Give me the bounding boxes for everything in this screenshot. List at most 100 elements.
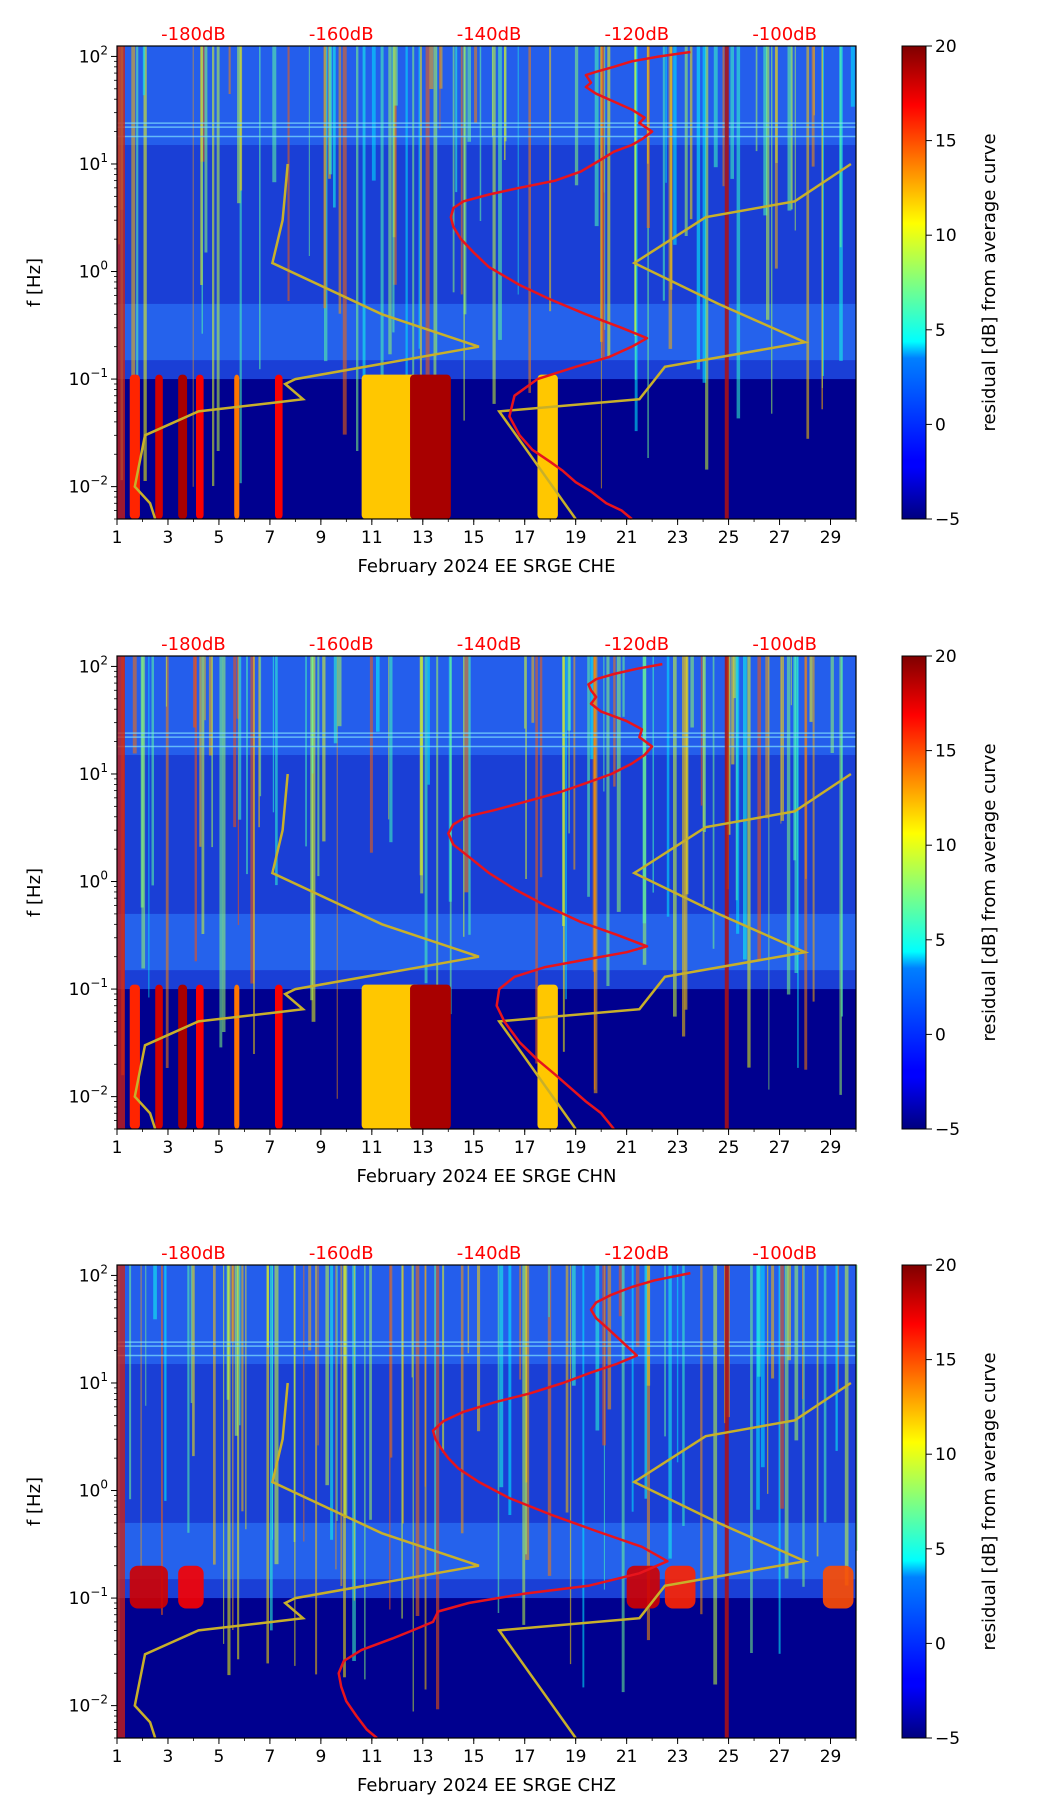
db-scale-label: -140dB [457, 634, 522, 655]
heatmap-streak [390, 1265, 393, 1458]
colorbar-tick-label: −5 [935, 1120, 960, 1140]
heatmap-streak [760, 1265, 765, 1468]
noise-model-curve-high [496, 772, 852, 1130]
heatmap-streak [213, 1265, 216, 1565]
heatmap-streak [835, 1265, 838, 1451]
db-scale-label: -140dB [457, 24, 522, 45]
heatmap-streak [794, 46, 796, 231]
heatmap-streak [411, 1265, 413, 1378]
colorbar-label: residual [dB] from average curve [979, 1352, 1000, 1650]
heatmap-streak [274, 1265, 279, 1565]
colorbar: 20 15 10 5 0 −5 residual [dB] from average cur… [901, 37, 1000, 530]
heatmap-streak [253, 656, 255, 1054]
heatmap-streak [305, 656, 307, 847]
y-tick-label: 100 [79, 869, 108, 893]
heatmap-streak [548, 1265, 550, 1318]
heatmap-streak [492, 46, 496, 404]
heatmap-streak [802, 1265, 804, 1400]
heatmap-streak [682, 656, 686, 1037]
heatmap-streak [208, 656, 213, 756]
heatmap-streak [644, 1265, 648, 1499]
heatmap-streak [241, 1265, 244, 1512]
heatmap-streak [228, 46, 231, 94]
heatmap-streak [315, 1265, 318, 1675]
panel-chz: 1 3 5 7 9 11 13 15 17 19 21 23 25 27 2910210110010−110… [24, 1243, 1000, 1796]
heatmap-streak [393, 46, 397, 285]
heatmap-streak [449, 656, 452, 1015]
heatmap-streak [272, 1265, 273, 1540]
heatmap-streak [668, 1265, 672, 1559]
heatmap-streak [222, 656, 226, 1032]
heatmap-streak [504, 46, 506, 160]
heatmap-streak [204, 656, 206, 721]
colorbar-gradient [901, 655, 927, 1130]
x-tick-label: 17 [514, 528, 536, 548]
heatmap-streak [844, 1265, 849, 1586]
x-tick-label: 7 [264, 1747, 275, 1767]
heatmap-streak [590, 656, 594, 760]
heatmap-streak [343, 1265, 348, 1518]
x-tick-label: 27 [769, 528, 791, 548]
heatmap-streak [573, 656, 576, 870]
heatmap-streak [631, 1265, 634, 1512]
x-tick-label: 3 [163, 1138, 174, 1158]
heatmap-streak [468, 656, 471, 935]
y-tick-label: 10−2 [69, 1084, 108, 1108]
x-tick-label: 1 [112, 1747, 123, 1767]
heatmap-streak [234, 1265, 239, 1436]
heatmap-streak [522, 1265, 526, 1625]
heatmap-streak [582, 1265, 585, 1688]
heatmap-streak [786, 656, 791, 995]
noise-model-curve-high [496, 162, 852, 520]
db-scale-label: -180dB [161, 1243, 226, 1264]
heatmap-streak [433, 46, 437, 491]
heatmap-streak [736, 46, 741, 419]
heatmap-streak [233, 656, 237, 828]
heatmap-streak [743, 656, 747, 960]
heatmap-burst [195, 374, 204, 520]
heatmap-streak [479, 46, 482, 221]
x-tick-label: 17 [514, 1138, 536, 1158]
heatmap-streak [670, 46, 673, 290]
heatmap-streak [223, 1265, 225, 1644]
heatmap-burst [155, 374, 163, 520]
heatmap-streak [547, 1265, 552, 1576]
db-scale-label: -160dB [309, 24, 374, 45]
y-tick-label: 10−2 [69, 1693, 108, 1717]
heatmap-streak [531, 656, 535, 723]
heatmap-burst [129, 374, 140, 520]
heatmap-streak [806, 46, 810, 439]
heatmap-streak [673, 46, 677, 245]
db-scale-label: -100dB [752, 1243, 817, 1264]
x-tick-label: 29 [820, 1138, 842, 1158]
x-tick-label: 27 [769, 1747, 791, 1767]
x-tick-label: 11 [361, 1138, 383, 1158]
heatmap-streak [310, 656, 314, 1001]
heatmap-streak [780, 1265, 784, 1509]
heatmap-streak [250, 656, 255, 984]
colorbar: 20 15 10 5 0 −5 residual [dB] from average cur… [901, 1256, 1000, 1749]
heatmap-streak [733, 656, 736, 699]
heatmap-streak [239, 46, 242, 484]
db-scale-label: -120dB [605, 1243, 670, 1264]
heatmap-streak [356, 46, 359, 451]
heatmap-streak [816, 1265, 819, 1557]
y-axis-label: f [Hz] [24, 868, 45, 917]
heatmap-streak [565, 656, 567, 1000]
heatmap-streak [642, 656, 646, 924]
heatmap-streak [794, 1265, 799, 1441]
heatmap-streak [272, 656, 275, 813]
heatmap-streak [153, 1265, 157, 1320]
heatmap-streak [145, 1265, 147, 1406]
heatmap-event-line [724, 1265, 729, 1738]
heatmap-burst [361, 984, 421, 1130]
heatmap-burst [178, 374, 188, 520]
heatmap-streak [572, 1265, 576, 1386]
y-tick-label: 102 [79, 653, 108, 677]
average-curve [447, 662, 663, 1130]
heatmap-streak [342, 46, 347, 435]
heatmap-streak [336, 1265, 338, 1521]
heatmap-streak [161, 1265, 163, 1615]
y-tick-label: 10−1 [69, 976, 108, 1000]
x-tick-label: 25 [718, 1747, 740, 1767]
